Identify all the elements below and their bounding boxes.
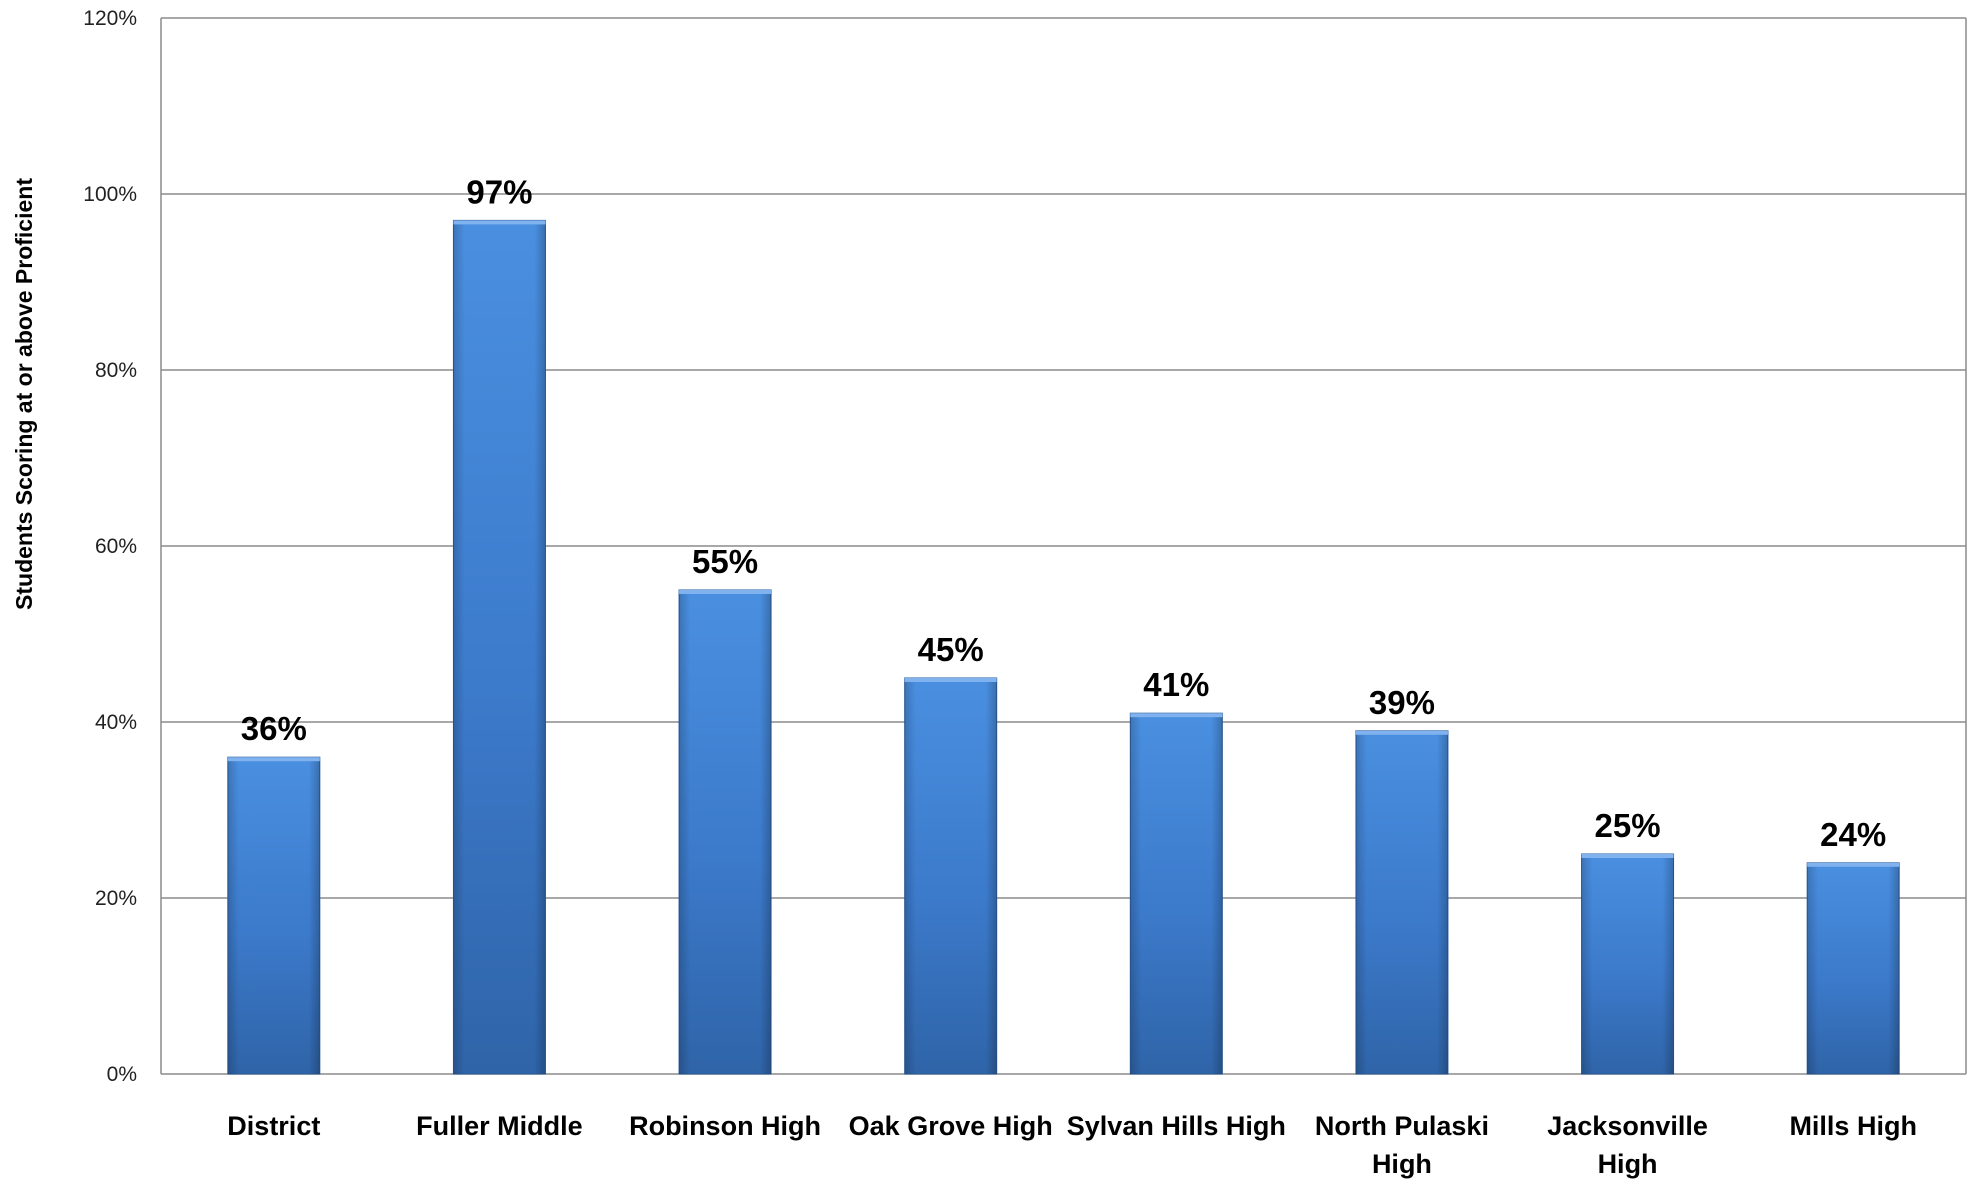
bar-shading	[1355, 730, 1448, 1074]
bar-shading	[453, 220, 546, 1074]
bars	[227, 219, 1900, 1075]
bar-shading	[679, 590, 772, 1074]
data-label: 25%	[1595, 807, 1661, 844]
y-tick-label: 120%	[83, 7, 137, 30]
x-category-label: High	[1598, 1149, 1658, 1179]
data-label: 36%	[241, 710, 307, 747]
x-category-label: Robinson High	[629, 1111, 821, 1141]
data-label: 41%	[1143, 666, 1209, 703]
data-labels: 36% 97% 55% 45% 41% 39% 25% 24%	[241, 173, 1886, 852]
x-category-label: Mills High	[1789, 1111, 1917, 1141]
y-tick-label: 0%	[107, 1063, 137, 1086]
bar-top-edge	[227, 757, 320, 762]
bar-top-edge	[1581, 854, 1674, 858]
x-category-label: High	[1372, 1149, 1432, 1179]
y-axis-ticks: 0% 20% 40% 60% 80% 100% 120%	[83, 7, 137, 1086]
y-tick-label: 100%	[83, 183, 137, 206]
data-label: 55%	[692, 543, 758, 580]
x-category-label: Oak Grove High	[849, 1111, 1053, 1141]
bar-shading	[1130, 713, 1223, 1074]
x-category-label: Fuller Middle	[416, 1111, 583, 1141]
y-tick-label: 20%	[95, 887, 137, 910]
x-category-label: District	[227, 1111, 320, 1141]
bar-top-edge	[1807, 862, 1900, 867]
x-category-label: North Pulaski	[1315, 1111, 1489, 1141]
gridlines	[160, 17, 1967, 1075]
y-axis-title: Students Scoring at or above Proficient	[11, 178, 37, 610]
bar-shading	[227, 757, 320, 1074]
bar-top-edge	[904, 678, 997, 682]
data-label: 39%	[1369, 684, 1435, 721]
bar-top-edge	[453, 220, 546, 225]
bar-shading	[1581, 854, 1674, 1074]
x-category-label: Jacksonville	[1547, 1111, 1708, 1141]
y-tick-label: 40%	[95, 711, 137, 734]
bar-top-edge	[1130, 713, 1223, 718]
data-label: 24%	[1820, 816, 1886, 853]
x-category-label: Sylvan Hills High	[1067, 1111, 1286, 1141]
x-axis-categories: District Fuller Middle Robinson High Oak Gr…	[227, 1111, 1917, 1179]
y-tick-label: 60%	[95, 535, 137, 558]
y-tick-label: 80%	[95, 359, 137, 382]
bar-top-edge	[1355, 730, 1448, 735]
bar-top-edge	[679, 590, 772, 594]
data-label: 97%	[466, 173, 532, 210]
bar-shading	[1807, 862, 1900, 1074]
data-label: 45%	[918, 631, 984, 668]
bar-shading	[904, 678, 997, 1074]
